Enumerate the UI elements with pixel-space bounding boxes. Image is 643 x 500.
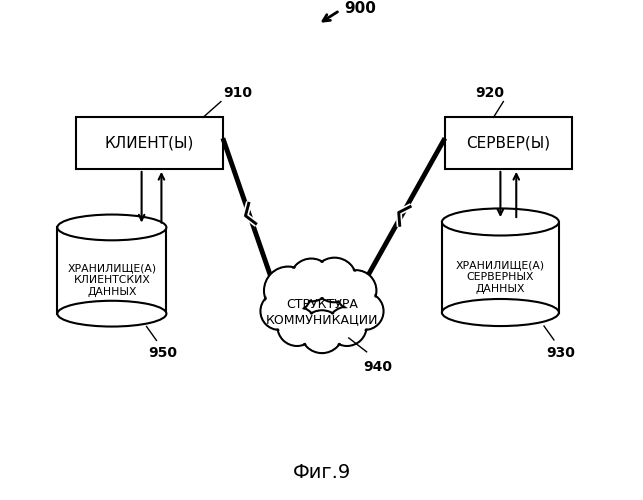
Circle shape	[314, 259, 356, 301]
Text: СЕРВЕР(Ы): СЕРВЕР(Ы)	[466, 136, 550, 150]
Bar	[445, 118, 572, 169]
Circle shape	[290, 258, 332, 302]
Circle shape	[264, 266, 312, 315]
Circle shape	[260, 292, 298, 330]
Ellipse shape	[442, 208, 559, 236]
Text: КЛИЕНТ(Ы): КЛИЕНТ(Ы)	[105, 136, 194, 150]
Circle shape	[348, 294, 382, 328]
Bar	[57, 240, 167, 314]
Circle shape	[329, 308, 365, 344]
Circle shape	[337, 272, 375, 310]
Text: 930: 930	[546, 346, 575, 360]
Circle shape	[302, 312, 342, 352]
Text: 940: 940	[364, 360, 393, 374]
Text: 910: 910	[223, 86, 252, 100]
Ellipse shape	[57, 214, 167, 240]
Text: СТРУКТУРА
КОММУНИКАЦИИ: СТРУКТУРА КОММУНИКАЦИИ	[266, 298, 378, 326]
Circle shape	[277, 306, 316, 346]
Circle shape	[327, 306, 367, 346]
Text: ХРАНИЛИЩЕ(А)
СЕРВЕРНЫХ
ДАННЫХ: ХРАНИЛИЩЕ(А) СЕРВЕРНЫХ ДАННЫХ	[456, 260, 545, 294]
Text: ХРАНИЛИЩЕ(А)
КЛИЕНТСКИХ
ДАННЫХ: ХРАНИЛИЩЕ(А) КЛИЕНТСКИХ ДАННЫХ	[68, 264, 156, 296]
Circle shape	[336, 270, 376, 311]
Circle shape	[266, 268, 311, 314]
Ellipse shape	[57, 301, 167, 326]
Text: 900: 900	[344, 1, 376, 16]
Circle shape	[312, 258, 357, 302]
Circle shape	[262, 294, 296, 328]
Bar	[76, 118, 223, 169]
Circle shape	[346, 292, 383, 330]
Circle shape	[291, 260, 331, 300]
Text: 950: 950	[149, 346, 177, 360]
Bar	[442, 236, 559, 312]
Circle shape	[279, 308, 315, 344]
Circle shape	[300, 310, 343, 353]
Ellipse shape	[442, 299, 559, 326]
Text: 920: 920	[476, 86, 505, 100]
Text: Фиг.9: Фиг.9	[293, 462, 351, 481]
